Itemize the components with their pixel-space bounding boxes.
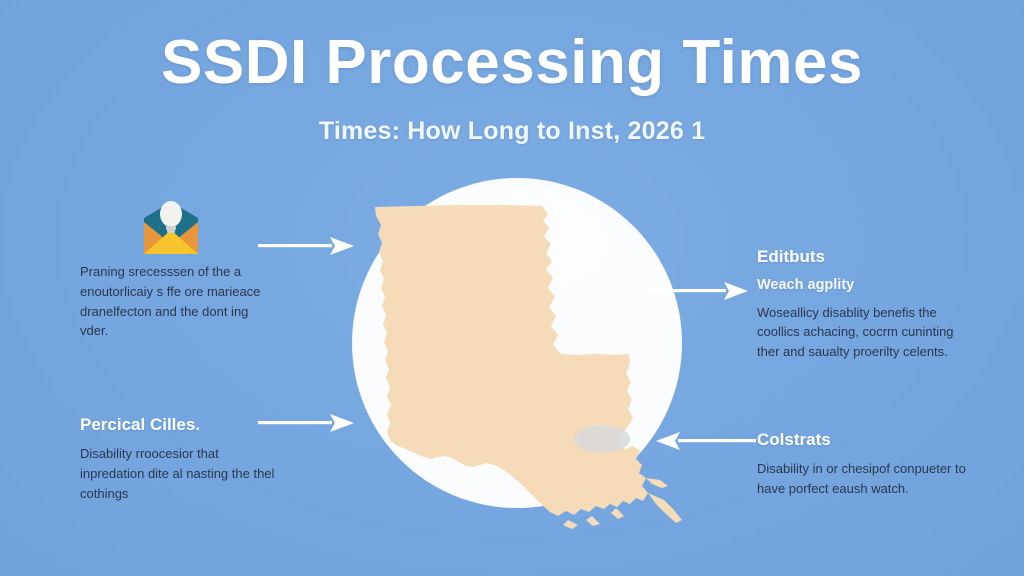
arrow-right-icon — [648, 282, 748, 300]
callout-bottom-left-heading: Percical Cilles. — [80, 415, 201, 434]
page-subtitle: Times: How Long to Inst, 2026 1 — [318, 117, 706, 146]
page-title: SSDI Processing Times — [161, 28, 863, 97]
arrow-left-icon — [656, 432, 756, 450]
callout-top-right-body: Woseallicy disablity benefis the coollic… — [757, 304, 954, 360]
callout-top-left-body: Praning srecesssen of the a enoutorlicai… — [80, 264, 261, 339]
callout-top-left: Praning srecesssen of the a enoutorlicai… — [80, 262, 275, 341]
callout-bottom-right: Colstrats Disability in or chesipof conp… — [757, 430, 972, 499]
louisiana-map-icon — [375, 205, 682, 529]
callout-bottom-left: Percical Cilles. Disability rroocesior t… — [80, 415, 275, 504]
envelope-lightbulb-icon — [144, 201, 198, 254]
header: SSDI Processing Times Times: How Long to… — [0, 30, 1024, 146]
arrow-right-icon — [258, 237, 354, 255]
arrow-right-icon — [258, 414, 354, 432]
callout-top-right-subheading: Weach agplity — [757, 277, 855, 294]
callout-bottom-left-body: Disability rroocesior that inpredation d… — [80, 446, 275, 501]
callout-top-right-heading: Editbuts — [757, 247, 825, 266]
lake-shape — [574, 425, 630, 453]
callout-bottom-right-body: Disability in or chesipof conpueter to h… — [757, 461, 966, 497]
callout-bottom-right-heading: Colstrats — [757, 430, 831, 449]
map-stage — [330, 168, 714, 552]
callout-top-right: Editbuts Weach agplity Woseallicy disabl… — [757, 247, 972, 362]
